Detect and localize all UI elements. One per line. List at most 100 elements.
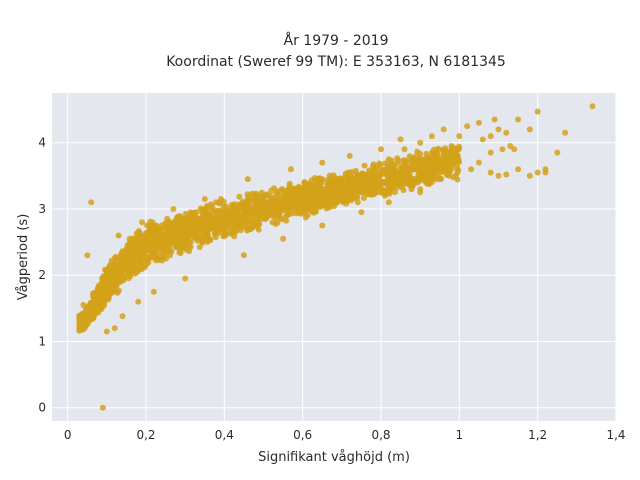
data-point [241,223,248,230]
data-point [423,150,430,157]
data-point [346,152,353,159]
data-point [279,216,286,223]
data-point [145,259,152,266]
data-point [250,210,257,217]
data-point [468,166,475,173]
data-point [343,190,350,197]
data-point [236,193,243,200]
data-point [76,313,83,319]
data-point [164,221,171,228]
data-point [378,146,384,153]
data-point [249,190,256,197]
data-point [134,238,141,245]
data-point [589,103,596,110]
data-point [418,171,425,178]
data-point [317,188,324,195]
data-point [101,286,108,292]
data-point [202,233,208,239]
data-point [193,216,200,222]
data-point [136,229,143,235]
data-point [354,199,361,206]
data-point [76,325,83,332]
data-point [355,187,362,194]
data-point [451,155,458,162]
data-point [182,275,189,282]
data-point [415,158,422,165]
data-point [291,201,298,208]
data-point [298,193,305,200]
data-point [388,161,395,168]
data-point [150,288,157,295]
y-tick-label: 2 [38,268,46,282]
data-point [324,202,331,209]
data-point [209,203,216,210]
data-point [316,175,323,182]
data-point [275,206,282,213]
data-point [223,203,230,210]
data-point [285,196,292,203]
data-point [358,209,365,216]
data-point [187,209,194,216]
data-point [400,187,407,194]
data-point [201,196,208,202]
data-point [428,162,435,169]
data-point [424,174,431,181]
data-point [368,191,375,198]
y-tick-label: 1 [38,334,46,348]
data-point [119,258,126,265]
data-point [495,126,502,133]
y-tick-label: 0 [38,401,46,415]
data-point [391,189,398,196]
data-point [562,129,569,136]
data-point [327,186,334,193]
data-point [515,166,522,173]
data-point [286,180,293,187]
data-point [381,170,388,177]
data-point [385,199,392,206]
data-point [318,202,325,209]
y-axis-label: Vågperiod (s) [16,214,31,301]
data-point [331,195,338,202]
data-point [138,260,145,267]
data-point [185,220,192,226]
data-point [207,212,214,219]
data-point [394,155,401,162]
data-point [173,243,180,250]
data-point [303,184,310,191]
data-point [440,148,447,155]
data-point [448,150,455,157]
data-point [186,248,193,255]
data-point [103,328,110,335]
data-point [138,266,145,273]
data-point [534,169,541,176]
data-point [330,172,337,179]
data-point [388,168,395,175]
data-point [399,181,405,188]
x-tick-label: 0,4 [215,428,234,442]
data-point [409,182,416,189]
data-point [216,200,223,207]
data-point [495,172,502,179]
data-point [410,177,417,184]
x-tick-label: 1,4 [606,428,625,442]
data-point [251,196,258,203]
data-point [212,210,219,217]
data-point [257,213,264,220]
data-point [249,224,256,231]
data-point [368,175,374,182]
data-point [475,159,482,166]
data-point [199,215,206,222]
data-point [185,214,192,221]
data-point [231,201,238,208]
data-point [503,129,510,136]
data-point [406,153,413,160]
data-point [305,197,312,203]
data-point [259,194,266,201]
data-point [245,194,252,201]
data-point [255,226,262,233]
data-point [98,279,105,286]
data-point [515,116,522,123]
data-point [233,213,240,220]
data-point [554,149,561,156]
data-point [168,238,175,245]
